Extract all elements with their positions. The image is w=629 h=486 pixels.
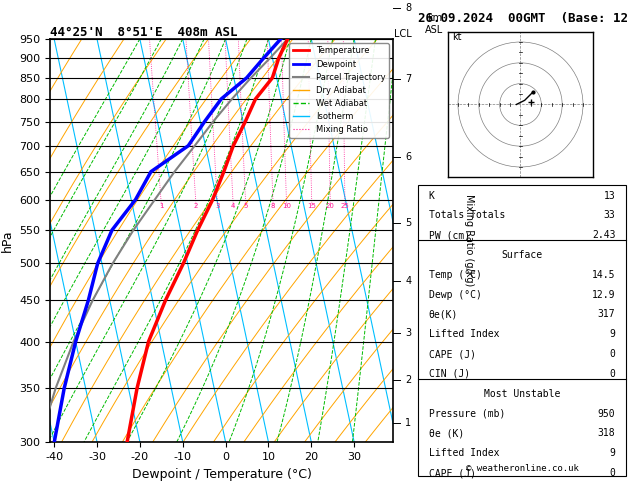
Text: 317: 317 [598, 310, 615, 319]
Legend: Temperature, Dewpoint, Parcel Trajectory, Dry Adiabat, Wet Adiabat, Isotherm, Mi: Temperature, Dewpoint, Parcel Trajectory… [289, 43, 389, 138]
Text: 8: 8 [405, 3, 411, 14]
Text: 8: 8 [271, 203, 276, 208]
Text: 318: 318 [598, 429, 615, 438]
Text: LCL: LCL [394, 29, 411, 39]
Text: 2: 2 [405, 375, 411, 385]
Text: CAPE (J): CAPE (J) [429, 349, 476, 359]
Text: 0: 0 [610, 349, 615, 359]
Y-axis label: hPa: hPa [1, 229, 14, 252]
Text: 3: 3 [215, 203, 220, 208]
Text: 4: 4 [231, 203, 235, 208]
Text: 25: 25 [341, 203, 349, 208]
Text: Pressure (mb): Pressure (mb) [429, 409, 505, 418]
Text: Lifted Index: Lifted Index [429, 448, 499, 458]
Text: 0: 0 [610, 369, 615, 379]
Text: 5: 5 [243, 203, 248, 208]
Text: 10: 10 [282, 203, 291, 208]
Text: 2: 2 [194, 203, 198, 208]
Text: 2.43: 2.43 [592, 230, 615, 240]
Text: θe(K): θe(K) [429, 310, 458, 319]
Text: PW (cm): PW (cm) [429, 230, 470, 240]
Text: 0: 0 [610, 468, 615, 478]
Text: CAPE (J): CAPE (J) [429, 468, 476, 478]
Text: 950: 950 [598, 409, 615, 418]
Text: Lifted Index: Lifted Index [429, 330, 499, 339]
Text: 9: 9 [610, 330, 615, 339]
Text: 12.9: 12.9 [592, 290, 615, 300]
Text: 4: 4 [405, 277, 411, 286]
Text: kt: kt [452, 32, 461, 42]
Text: θe (K): θe (K) [429, 429, 464, 438]
Text: 20: 20 [326, 203, 335, 208]
Text: 26.09.2024  00GMT  (Base: 12): 26.09.2024 00GMT (Base: 12) [418, 12, 629, 25]
Text: 13: 13 [604, 191, 615, 201]
Text: 6: 6 [405, 152, 411, 162]
Text: 1: 1 [405, 417, 411, 428]
Text: Totals Totals: Totals Totals [429, 210, 505, 220]
Text: 5: 5 [405, 218, 411, 228]
Text: Mixing Ratio (g/kg): Mixing Ratio (g/kg) [464, 194, 474, 287]
Text: km
ASL: km ASL [425, 13, 443, 35]
Text: K: K [429, 191, 435, 201]
Text: Dewp (°C): Dewp (°C) [429, 290, 482, 300]
Text: 7: 7 [405, 73, 411, 84]
Text: Most Unstable: Most Unstable [484, 389, 560, 399]
Text: 15: 15 [308, 203, 316, 208]
Text: © weatheronline.co.uk: © weatheronline.co.uk [465, 464, 579, 473]
Text: CIN (J): CIN (J) [429, 369, 470, 379]
Text: 14.5: 14.5 [592, 270, 615, 280]
X-axis label: Dewpoint / Temperature (°C): Dewpoint / Temperature (°C) [132, 468, 311, 481]
Text: 3: 3 [405, 329, 411, 338]
Text: 9: 9 [610, 448, 615, 458]
Text: Temp (°C): Temp (°C) [429, 270, 482, 280]
Text: Surface: Surface [501, 250, 543, 260]
Text: 44°25'N  8°51'E  408m ASL: 44°25'N 8°51'E 408m ASL [50, 26, 238, 39]
Text: 1: 1 [159, 203, 164, 208]
Text: 33: 33 [604, 210, 615, 220]
